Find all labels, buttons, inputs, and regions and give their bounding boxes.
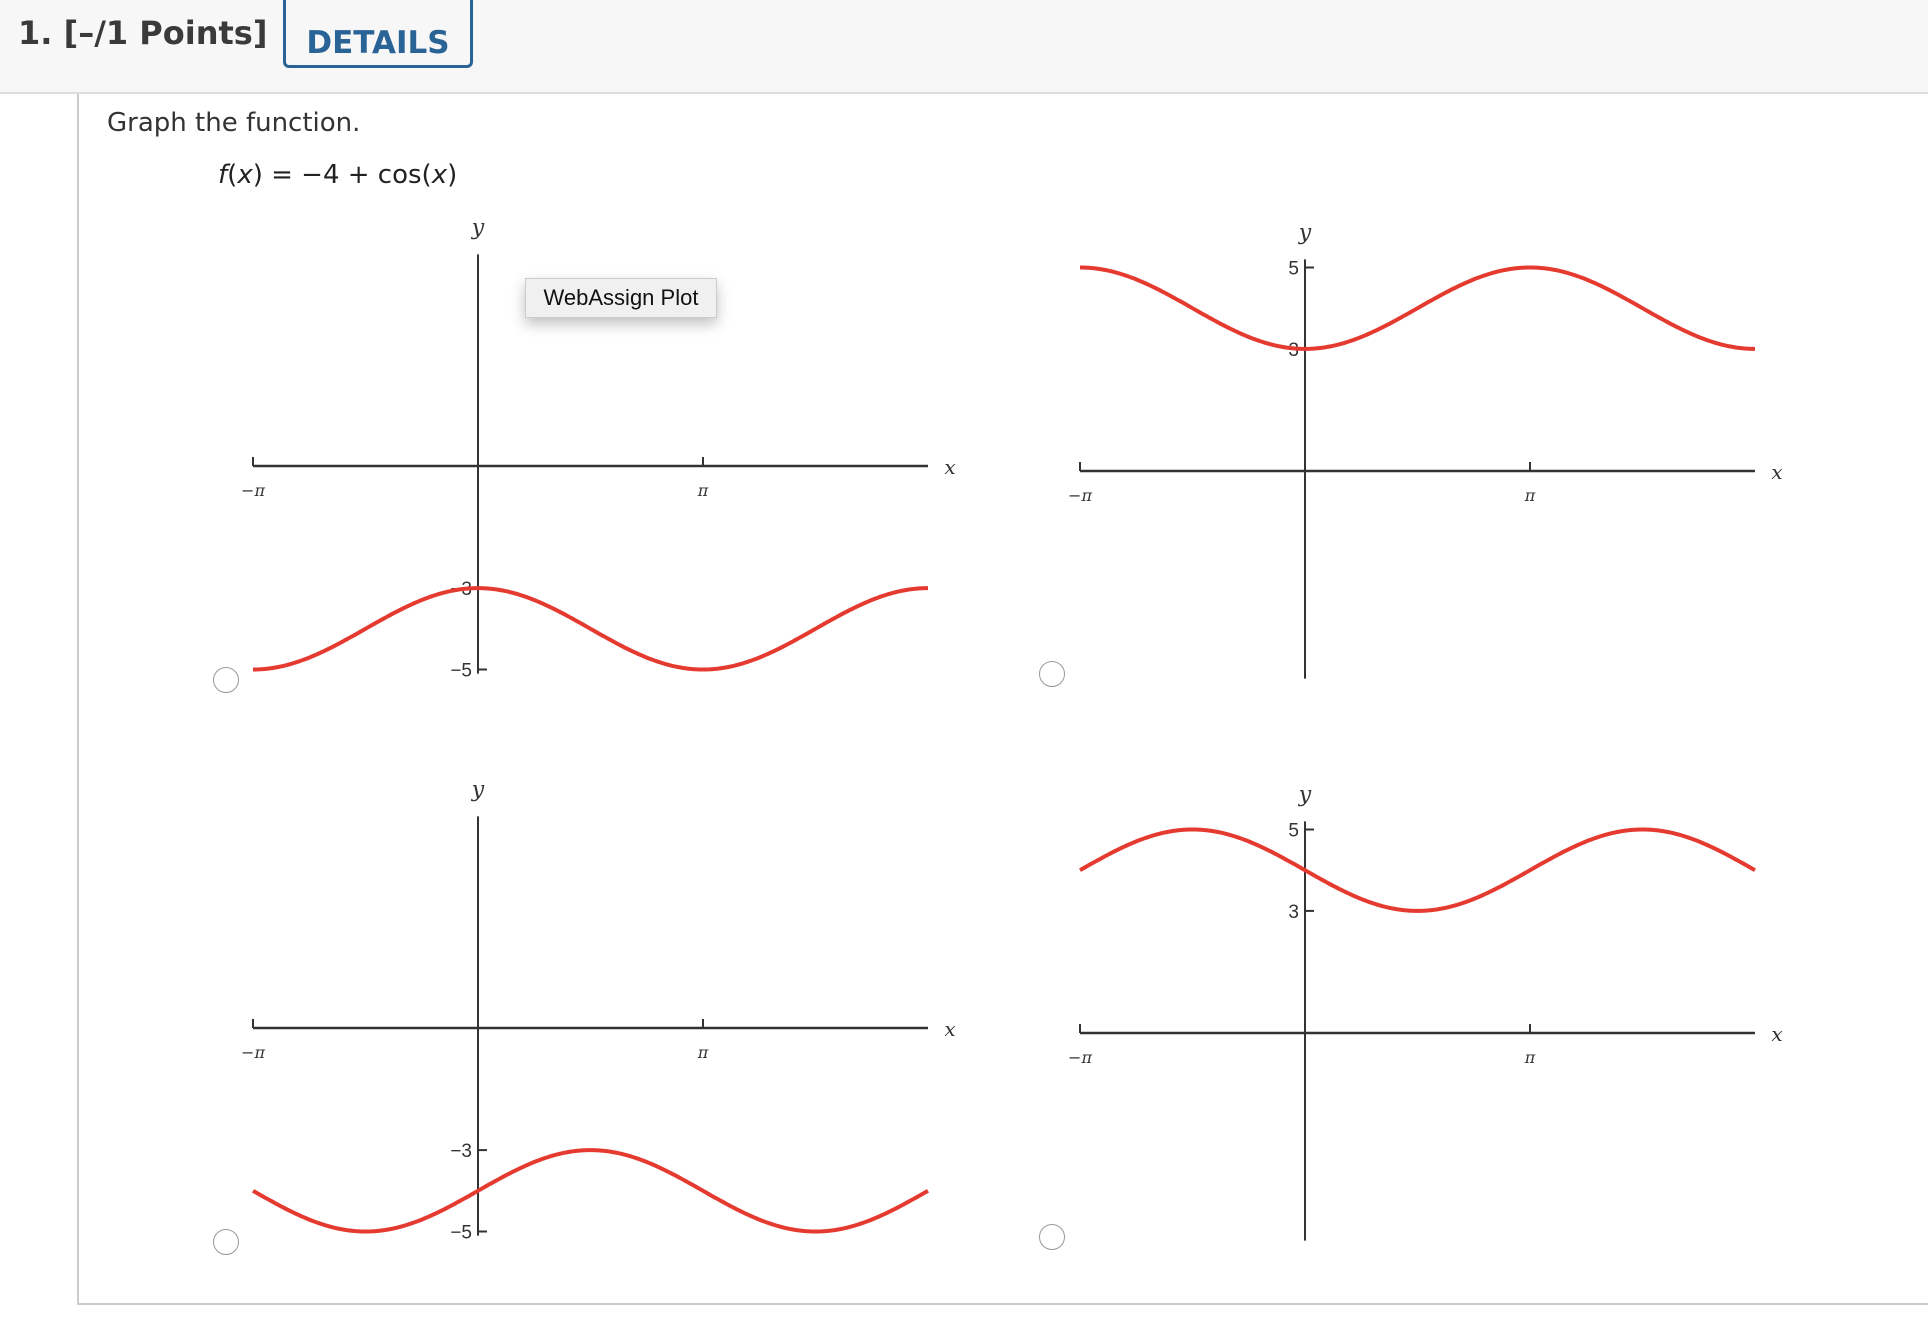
function-curve (1080, 265, 1755, 351)
formula-x2: x (431, 160, 448, 190)
y-tick-label: 3 (1288, 902, 1299, 923)
x-axis-label: x (1771, 460, 1782, 484)
question-prompt: Graph the function. (107, 108, 361, 138)
radio-option-4[interactable] (1039, 1224, 1065, 1250)
formula-close: ) (447, 160, 458, 190)
formula-f: f (218, 160, 228, 190)
y-tick-label: −5 (450, 661, 472, 682)
x-tick-label: −π (241, 1043, 265, 1062)
y-tick-label: 3 (1288, 340, 1299, 361)
question-points-label: 1. [–/1 Points] (18, 14, 268, 52)
y-tick-label: −3 (450, 1141, 472, 1162)
y-axis-label: y (1298, 782, 1312, 807)
question-header: 1. [–/1 Points] DETAILS (0, 0, 1928, 94)
y-axis-label: y (471, 777, 485, 802)
x-tick-label: π (1524, 1048, 1536, 1067)
x-tick-label: π (697, 1043, 709, 1062)
formula-open: ( (227, 160, 238, 190)
plot-option-4: x y −π π 5 3 (1068, 782, 1783, 1241)
x-tick-label: −π (241, 481, 265, 500)
y-axis-label: y (1298, 220, 1312, 245)
function-curve (252, 1148, 929, 1234)
plot-tooltip: WebAssign Plot (525, 278, 717, 318)
x-tick-label: −π (1068, 1048, 1092, 1067)
y-tick-label: 5 (1288, 821, 1299, 842)
x-tick-label: −π (1068, 486, 1092, 505)
radio-option-3[interactable] (213, 1229, 239, 1255)
x-axis-label: x (944, 455, 955, 479)
radio-option-2[interactable] (1039, 661, 1065, 687)
radio-option-1[interactable] (213, 667, 239, 693)
question-body (77, 94, 1928, 1305)
y-axis-label: y (471, 215, 485, 240)
plot-option-1: xy−π π−3−5 (241, 215, 956, 681)
formula-rest: ) = −4 + cos( (252, 160, 432, 190)
function-formula: f(x) = −4 + cos(x) (218, 160, 457, 190)
y-tick-label: 5 (1288, 259, 1299, 280)
plot-option-2: x y −π π 5 3 (1068, 220, 1783, 679)
x-tick-label: π (697, 481, 709, 500)
details-button[interactable]: DETAILS (283, 0, 473, 68)
x-axis-label: x (944, 1017, 955, 1041)
x-axis-label: x (1771, 1022, 1782, 1046)
formula-x: x (237, 160, 253, 190)
y-tick-label: −5 (450, 1223, 472, 1244)
function-curve (253, 586, 928, 672)
x-tick-label: π (1524, 486, 1536, 505)
function-curve (1079, 827, 1756, 913)
plot-option-3: x y −π π −3 −5 (241, 777, 956, 1243)
